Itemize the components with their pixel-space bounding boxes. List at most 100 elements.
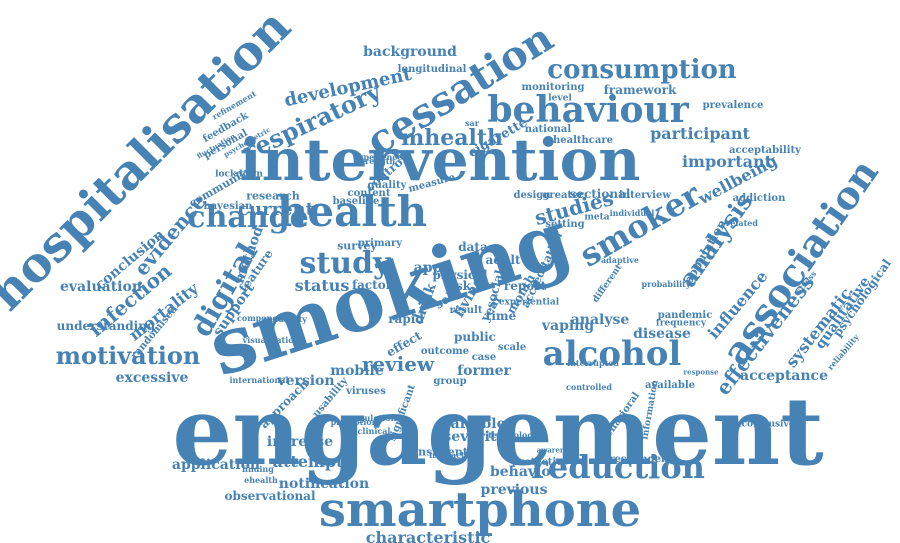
word-international: international [229,375,289,385]
word-viruses: viruses [346,386,386,397]
word-application: application [171,457,261,473]
word-excessive: excessive [115,370,189,386]
word-baseline: baseline [332,196,380,207]
word-response: response [683,367,719,377]
word-evaluation: evaluation [60,279,142,295]
word-notification: notification [278,476,370,492]
word-interview: interview [619,190,671,201]
word-longitudinal: longitudinal [397,64,467,75]
word-rapid: rapid [388,312,424,326]
word-behavior: behavior [489,464,559,480]
word-change: change [187,200,309,235]
word-level: level [548,93,572,104]
word-finding: finding [242,464,274,474]
word-scale: scale [497,342,527,353]
word-regulation: regulation [349,413,397,423]
word-experiential: experiential [498,297,560,308]
word-awareness: awareness [536,445,578,455]
word-prevalence: prevalence [702,100,764,111]
word-quality: quality [367,180,407,191]
word-attempt: attempt [272,452,344,471]
word-research: research [246,189,300,203]
word-app: app [413,260,443,276]
word-mhealth: mhealth [400,125,504,151]
word-respondent: respondent [609,454,673,465]
word-increase: increase [266,434,334,450]
word-group: group [433,376,467,387]
word-technology: technology [488,430,538,440]
word-smartphone: smartphone [318,482,642,538]
word-sar: sar [465,118,479,128]
word-controlled: controlled [565,382,613,392]
word-visualization: visualization [242,335,300,345]
word-component: component [236,313,288,323]
word-framework: framework [603,83,677,97]
word-adaptive: adaptive [600,255,640,265]
word-setting: setting [545,219,585,230]
word-probability: probability [641,279,691,289]
word-primary: primary [357,238,403,249]
word-participant: participant [650,124,750,143]
word-engagement: engagement [172,377,824,487]
word-interrupted: interrupted [567,358,619,368]
word-factor: factor [351,278,393,292]
word-lockdown: lockdown [215,169,263,180]
word-inconclusive: inconclusive [731,419,795,430]
word-content: content [347,188,391,199]
word-study: study [299,246,391,281]
word-current: current [238,199,314,220]
word-severity: severity [443,429,505,445]
word-disease: disease [633,326,691,342]
word-acceptability: acceptability [729,145,801,156]
word-national: national [524,124,572,135]
word-case: case [471,352,497,363]
word-behaviour: behaviour [487,89,689,131]
word-background: background [363,44,457,60]
word-addiction: addiction [732,193,786,204]
word-version: version [277,373,335,389]
word-mobile: mobile [330,363,384,379]
word-alcohol: alcohol [542,334,682,374]
word-motivation: motivation [55,341,201,370]
word-previous: previous [480,482,548,498]
word-interaction: interaction [429,450,479,460]
word-frequency: frequency [655,318,707,329]
word-outcome: outcome [420,346,470,357]
word-report: report [503,279,547,293]
word-capability: capability [263,314,307,324]
word-related: related [726,218,758,228]
word-available: available [645,380,695,391]
word-risk: risk [445,279,471,293]
word-design: design [513,190,551,201]
word-consumption: consumption [547,55,737,85]
word-adult: adult [485,253,521,267]
word-health: health [276,187,428,236]
word-important: important [681,152,773,171]
word-characteristic: characteristic [365,528,491,543]
word-promotion: promotion [330,417,378,427]
word-time: time [485,309,517,323]
word-reduction: reduction [531,448,705,486]
word-public: public [454,330,496,344]
word-data: data [458,240,488,254]
word-intervention: intervention [239,126,641,194]
word-healthcare: healthcare [553,135,613,146]
word-analyse: analyse [570,312,630,328]
word-observational: observational [224,489,316,503]
word-greater: greater [542,190,584,201]
word-understanding: understanding [56,319,156,333]
word-protective: protective [511,457,569,468]
word-survey: survey [337,239,377,253]
word-status: status [294,276,350,295]
word-variable: variable [442,416,506,432]
word-physical: physical [432,268,488,282]
word-review: review [361,352,435,376]
word-sectional: sectional [569,187,631,201]
word-clinical: clinical [357,426,391,436]
word-pandemic: pandemic [657,310,713,321]
word-monitoring: monitoring [521,82,585,93]
word-result: result [449,305,483,316]
word-bayesian: bayesian [203,201,253,212]
word-meta: meta [584,212,610,223]
